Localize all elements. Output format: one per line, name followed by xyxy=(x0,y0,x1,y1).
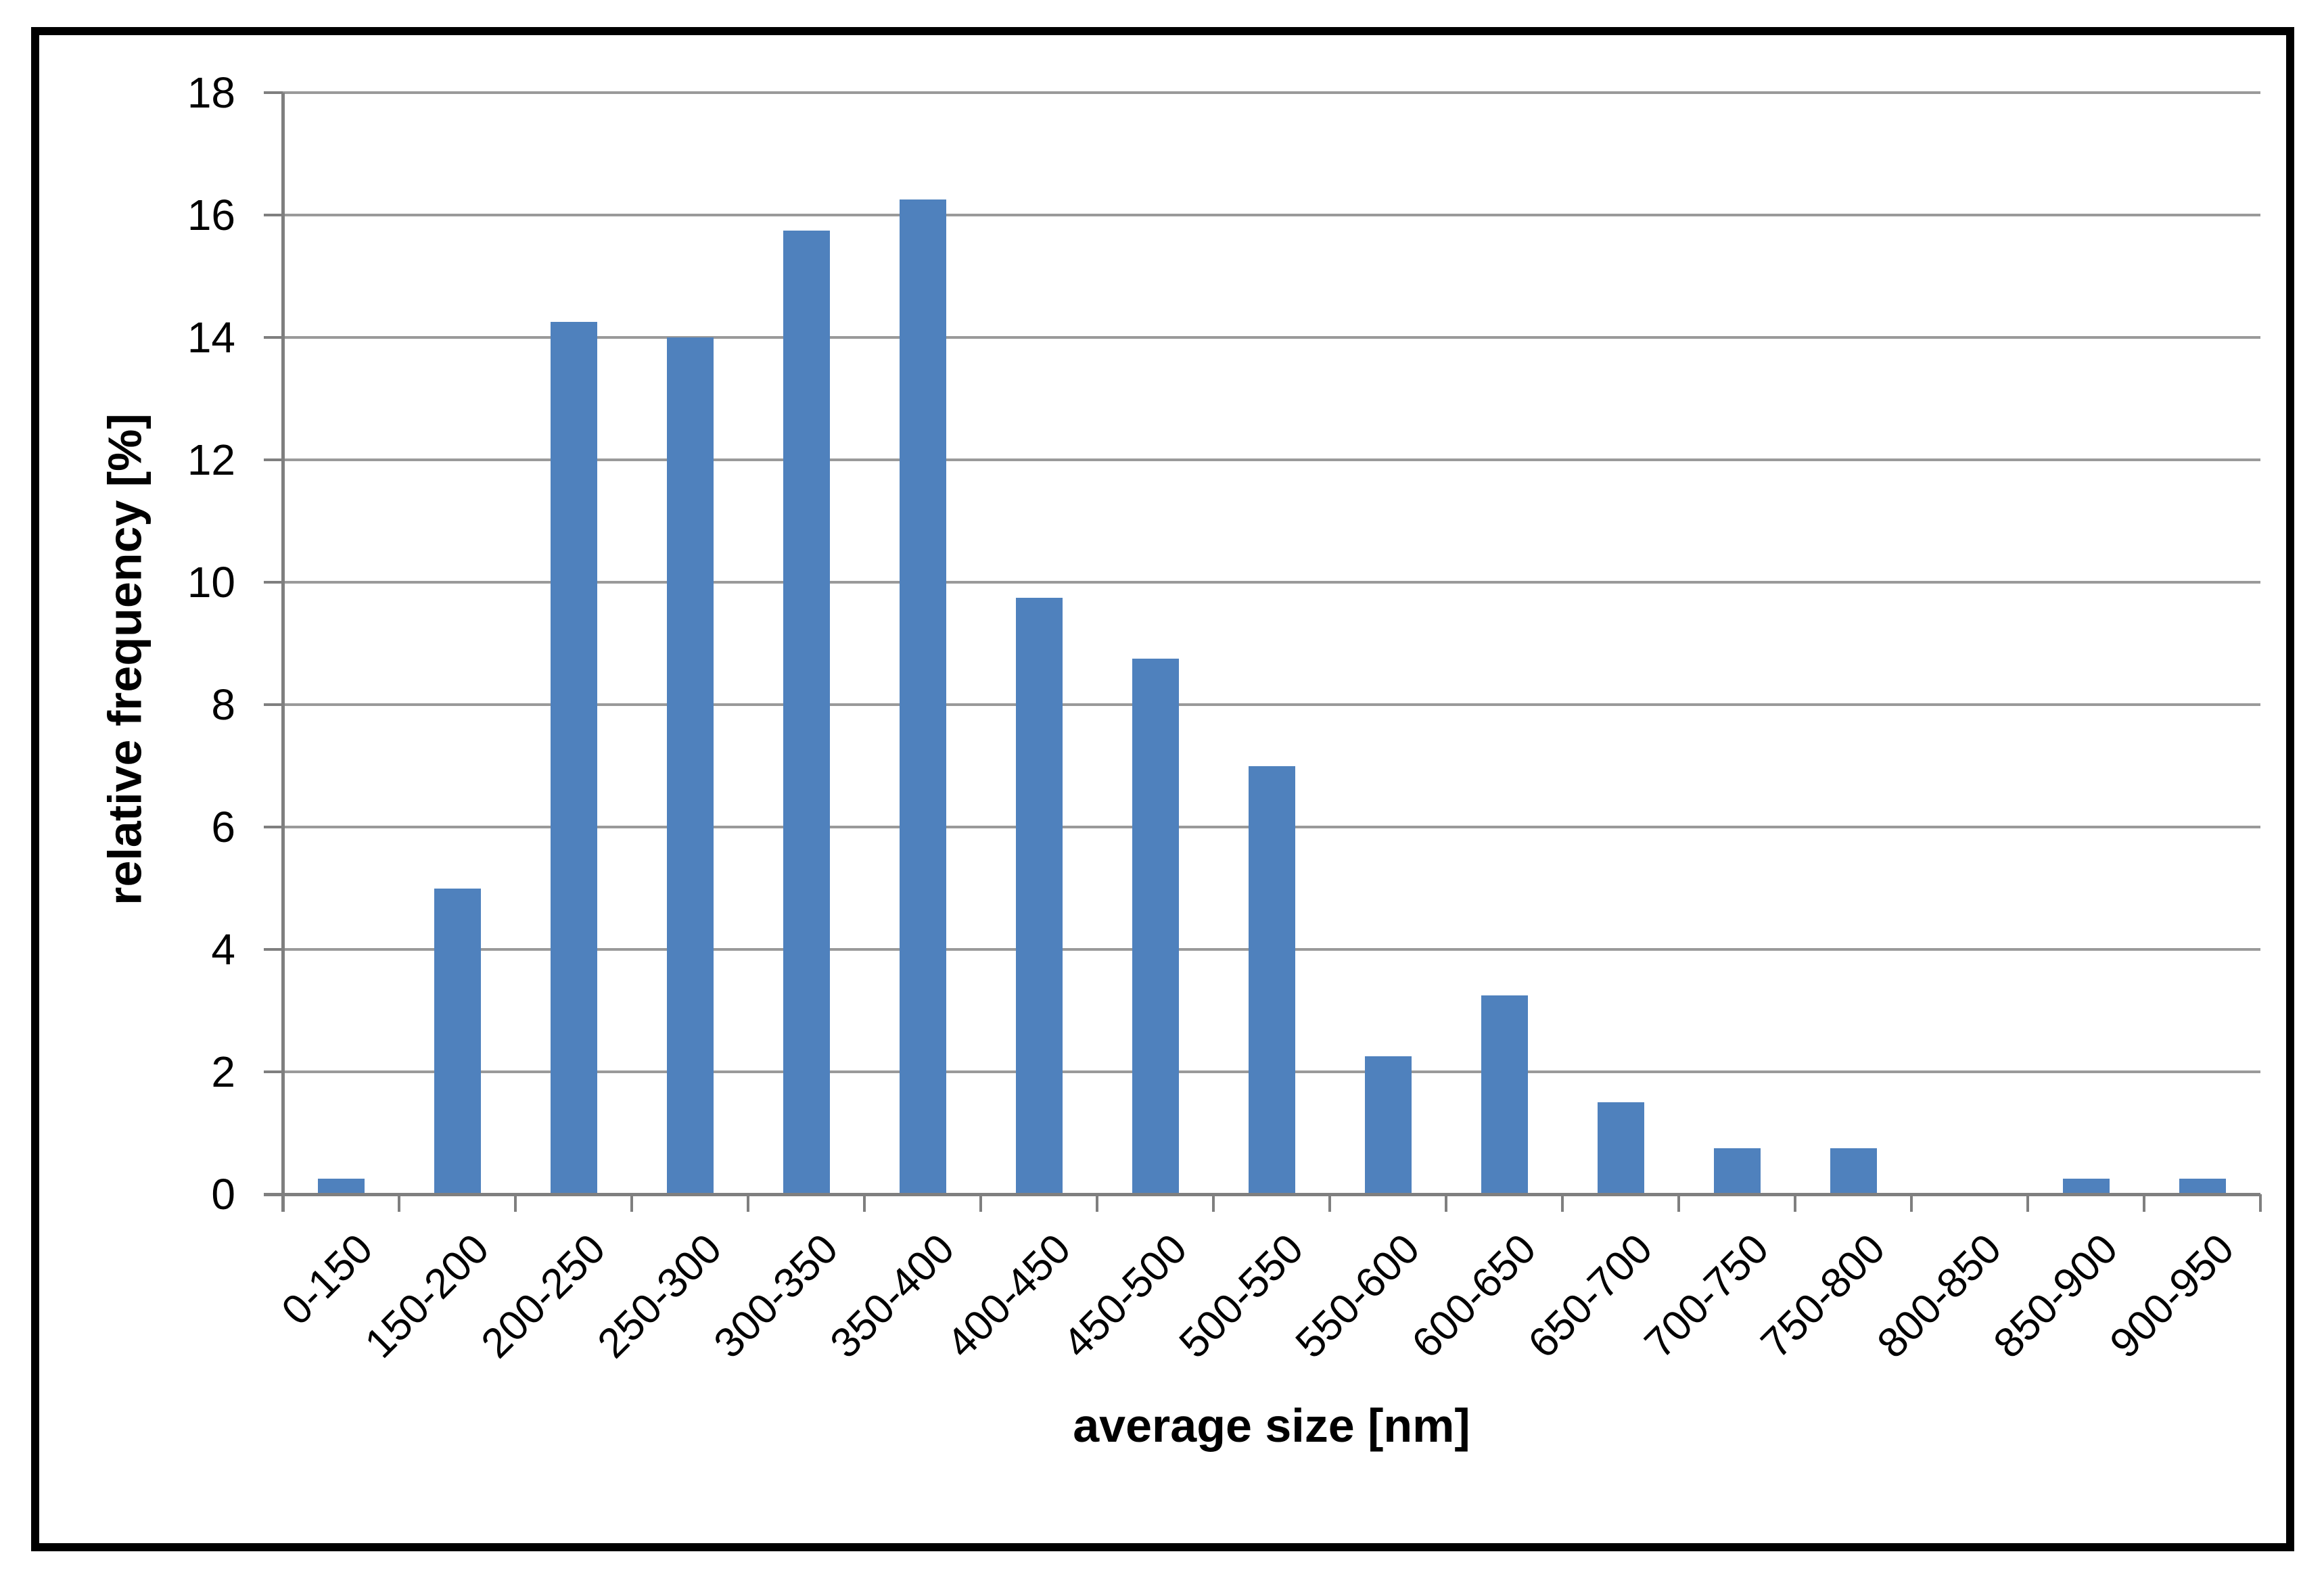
bar xyxy=(1364,1056,1412,1194)
x-tick-mark xyxy=(1794,1194,1796,1212)
gridline xyxy=(283,458,2260,461)
y-axis-line xyxy=(281,93,285,1212)
x-tick-mark xyxy=(2026,1194,2029,1212)
y-tick-mark xyxy=(264,91,283,94)
gridline xyxy=(283,336,2260,339)
x-tick-mark xyxy=(747,1194,749,1212)
x-tick-mark xyxy=(1910,1194,1913,1212)
bar xyxy=(434,888,481,1194)
y-tick-label: 2 xyxy=(211,1047,235,1096)
y-tick-mark xyxy=(264,458,283,461)
y-tick-label: 6 xyxy=(211,803,235,851)
y-tick-label: 4 xyxy=(211,925,235,974)
y-tick-mark xyxy=(264,1070,283,1073)
bar xyxy=(1830,1148,1877,1194)
x-tick-mark xyxy=(514,1194,517,1212)
y-tick-mark xyxy=(264,581,283,584)
x-tick-mark xyxy=(1561,1194,1564,1212)
bar xyxy=(1248,765,1295,1194)
y-tick-label: 18 xyxy=(187,68,235,117)
bar xyxy=(783,230,830,1194)
gridline xyxy=(283,581,2260,584)
bar xyxy=(1132,659,1179,1194)
bar xyxy=(666,337,714,1194)
x-tick-mark xyxy=(1096,1194,1098,1212)
x-tick-mark xyxy=(1445,1194,1447,1212)
y-tick-label: 10 xyxy=(187,558,235,607)
bar xyxy=(317,1179,365,1194)
bar xyxy=(899,199,946,1194)
y-tick-mark xyxy=(264,826,283,828)
bar xyxy=(550,322,597,1194)
x-axis-line xyxy=(264,1193,2260,1196)
y-tick-label: 16 xyxy=(187,191,235,239)
y-tick-mark xyxy=(264,948,283,951)
x-tick-mark xyxy=(1677,1194,1680,1212)
bar xyxy=(1597,1102,1644,1194)
bar xyxy=(1015,597,1063,1194)
bar xyxy=(2062,1179,2110,1194)
gridline xyxy=(283,91,2260,94)
x-axis-title: average size [nm] xyxy=(1073,1399,1470,1452)
y-tick-label: 12 xyxy=(187,435,235,484)
y-axis-title: relative frequency [%] xyxy=(99,413,152,905)
x-tick-mark xyxy=(1212,1194,1215,1212)
x-tick-mark xyxy=(2143,1194,2145,1212)
x-tick-mark xyxy=(979,1194,982,1212)
bar xyxy=(2179,1179,2226,1194)
y-tick-mark xyxy=(264,703,283,706)
x-tick-mark xyxy=(2259,1194,2262,1212)
gridline xyxy=(283,703,2260,706)
x-tick-mark xyxy=(630,1194,633,1212)
bar xyxy=(1713,1148,1761,1194)
y-tick-label: 0 xyxy=(211,1170,235,1219)
y-tick-mark xyxy=(264,336,283,339)
bar xyxy=(1481,995,1528,1194)
y-tick-label: 14 xyxy=(187,313,235,362)
y-tick-mark xyxy=(264,214,283,216)
y-axis-title-box: relative frequency [%] xyxy=(88,199,162,1119)
x-tick-mark xyxy=(863,1194,866,1212)
x-tick-mark xyxy=(398,1194,400,1212)
gridline xyxy=(283,214,2260,216)
y-tick-mark xyxy=(264,1193,283,1196)
chart-border-frame xyxy=(31,27,2294,1551)
y-tick-label: 8 xyxy=(211,680,235,729)
x-tick-mark xyxy=(1328,1194,1331,1212)
